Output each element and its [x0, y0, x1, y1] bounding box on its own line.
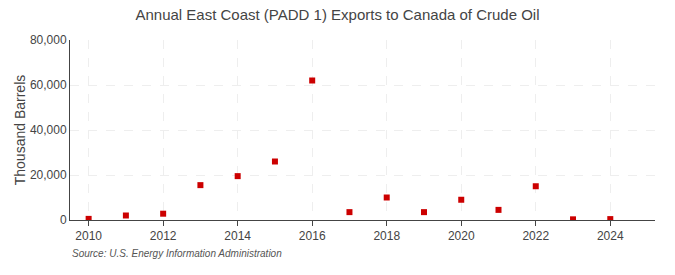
svg-text:40,000: 40,000 [30, 123, 67, 137]
svg-text:80,000: 80,000 [30, 33, 67, 47]
svg-text:Source: U.S. Energy Informatio: Source: U.S. Energy Information Administ… [72, 248, 282, 259]
svg-text:2012: 2012 [150, 229, 177, 243]
svg-text:2022: 2022 [522, 229, 549, 243]
svg-text:Thousand Barrels: Thousand Barrels [12, 75, 28, 186]
svg-text:20,000: 20,000 [30, 168, 67, 182]
svg-text:0: 0 [60, 213, 67, 227]
svg-text:Annual East Coast (PADD 1) Exp: Annual East Coast (PADD 1) Exports to Ca… [135, 6, 539, 23]
svg-text:2010: 2010 [75, 229, 102, 243]
svg-text:2014: 2014 [224, 229, 251, 243]
svg-text:2024: 2024 [597, 229, 624, 243]
svg-text:2020: 2020 [448, 229, 475, 243]
svg-text:2018: 2018 [373, 229, 400, 243]
svg-text:60,000: 60,000 [30, 78, 67, 92]
svg-text:2016: 2016 [299, 229, 326, 243]
